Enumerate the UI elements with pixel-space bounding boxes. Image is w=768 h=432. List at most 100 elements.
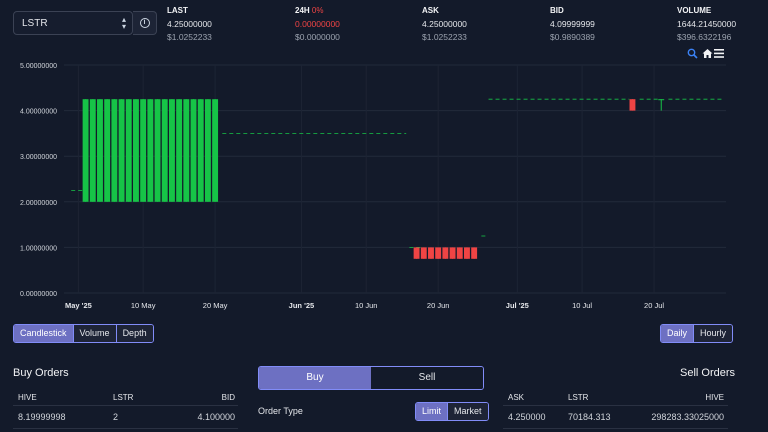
home-icon[interactable] (702, 48, 713, 59)
candle (82, 99, 89, 202)
stat-label: ASK (422, 6, 439, 15)
buy-orders-header-lstr: LSTR (113, 393, 134, 402)
candle (89, 99, 96, 202)
buy-sell-toggle: Buy Sell (258, 366, 484, 390)
buy-orders-divider (13, 405, 238, 406)
y-tick-label: 4.00000000 (20, 109, 57, 116)
candle (183, 99, 190, 202)
order-type-label: Order Type (258, 406, 303, 416)
candle (428, 247, 434, 259)
candle (125, 99, 132, 202)
sell-tab[interactable]: Sell (371, 367, 483, 389)
sell-orders-header-ask: ASK (508, 393, 525, 402)
candle (133, 99, 139, 202)
y-tick-label: 0.00000000 (20, 291, 57, 298)
stat-usd: $1.0252233 (167, 32, 212, 42)
sell-orders-title: Sell Orders (680, 367, 736, 379)
candle (413, 247, 420, 259)
stat-usd: $0.0000000 (295, 32, 340, 42)
candle (449, 247, 456, 259)
x-tick-label: 20 Jun (427, 301, 450, 310)
sell-order-ask: 4.250000 (508, 412, 546, 422)
stat-value: 4.25000000 (422, 19, 467, 29)
tab-candlestick[interactable]: Candlestick (14, 325, 74, 342)
x-tick-label: 10 Jul (572, 301, 592, 310)
chart-type-tabs: Candlestick Volume Depth (13, 324, 154, 343)
stat-label: VOLUME (677, 6, 712, 15)
buy-tab[interactable]: Buy (259, 367, 371, 389)
candle (161, 99, 168, 202)
sell-orders-header-hive: HIVE (705, 393, 724, 402)
stat-label: 24H (295, 6, 310, 15)
x-tick-label: May '25 (65, 301, 92, 310)
candle (204, 99, 211, 202)
stat-volume: VOLUME 1644.21450000 $396.6322196 (677, 6, 762, 42)
candle (658, 99, 665, 101)
tab-market[interactable]: Market (448, 403, 488, 420)
candle (456, 247, 463, 259)
stat-usd: $396.6322196 (677, 32, 732, 42)
candle (471, 247, 478, 259)
stat-change-pct: 0% (311, 6, 324, 15)
chevron-updown-icon: ▴ ▾ (121, 15, 126, 31)
x-tick-label: 20 May (203, 301, 228, 310)
candle (140, 99, 147, 202)
interval-tabs: Daily Hourly (660, 324, 734, 343)
order-type-tabs: Limit Market (415, 402, 489, 421)
zoom-icon[interactable] (687, 48, 698, 59)
stat-ask: ASK 4.25000000 $1.0252233 (422, 6, 532, 42)
buy-order-lstr: 2 (113, 412, 119, 422)
candle (104, 99, 111, 202)
candle (442, 247, 449, 259)
buy-orders-title: Buy Orders (13, 367, 69, 379)
sell-orders-header-lstr: LSTR (568, 393, 589, 402)
stat-usd: $1.0252233 (422, 32, 467, 42)
x-tick-label: 10 Jun (355, 301, 378, 310)
candle (147, 99, 154, 202)
buy-orders-header-bid: BID (221, 393, 235, 402)
stat-last: LAST 4.25000000 $1.0252233 (167, 6, 277, 42)
y-tick-label: 1.00000000 (20, 245, 57, 252)
stat-label: BID (550, 6, 564, 15)
tab-limit[interactable]: Limit (416, 403, 449, 420)
candle (629, 99, 636, 111)
candle (97, 99, 103, 202)
buy-order-hive: 8.19999998 (18, 412, 66, 422)
stat-value: 1644.21450000 (677, 19, 737, 29)
tab-daily[interactable]: Daily (661, 325, 695, 342)
stat-value: 4.25000000 (167, 19, 212, 29)
sell-orders-divider (503, 405, 728, 406)
candle (190, 99, 197, 202)
price-chart[interactable]: 5.00000000 4.00000000 3.00000000 2.00000000… (0, 55, 768, 315)
stat-label: LAST (167, 6, 188, 15)
candle (111, 99, 118, 202)
candle (420, 247, 427, 259)
x-tick-label: 20 Jul (644, 301, 664, 310)
token-info-button[interactable]: i (133, 11, 157, 35)
y-tick-label: 5.00000000 (20, 63, 57, 70)
table-row[interactable]: 4.250000 70184.313 298283.33025000 (503, 406, 728, 428)
candle (154, 99, 161, 202)
buy-orders-header-hive: HIVE (18, 393, 37, 402)
candle (176, 99, 183, 202)
stat-usd: $0.9890389 (550, 32, 595, 42)
sell-orders-divider (503, 428, 728, 429)
x-tick-label: Jul '25 (506, 301, 529, 310)
sell-order-lstr: 70184.313 (568, 412, 611, 422)
info-icon: i (139, 18, 150, 28)
tab-hourly[interactable]: Hourly (694, 325, 733, 342)
candle (464, 247, 470, 259)
stat-value: 0.00000000 (295, 19, 340, 29)
y-tick-label: 3.00000000 (20, 154, 57, 161)
token-select[interactable]: LSTR ▴ ▾ (13, 11, 133, 35)
stat-24h: 24H 0% 0.00000000 $0.0000000 (295, 6, 405, 42)
menu-icon[interactable] (714, 49, 724, 58)
stat-bid: BID 4.09999999 $0.9890389 (550, 6, 660, 42)
tab-volume[interactable]: Volume (73, 325, 117, 342)
y-tick-label: 2.00000000 (20, 200, 57, 207)
candle (212, 99, 219, 202)
table-row[interactable]: 8.19999998 2 4.100000 (13, 406, 238, 428)
buy-orders-divider (13, 428, 238, 429)
token-select-value: LSTR (22, 18, 48, 29)
tab-depth[interactable]: Depth (116, 325, 153, 342)
